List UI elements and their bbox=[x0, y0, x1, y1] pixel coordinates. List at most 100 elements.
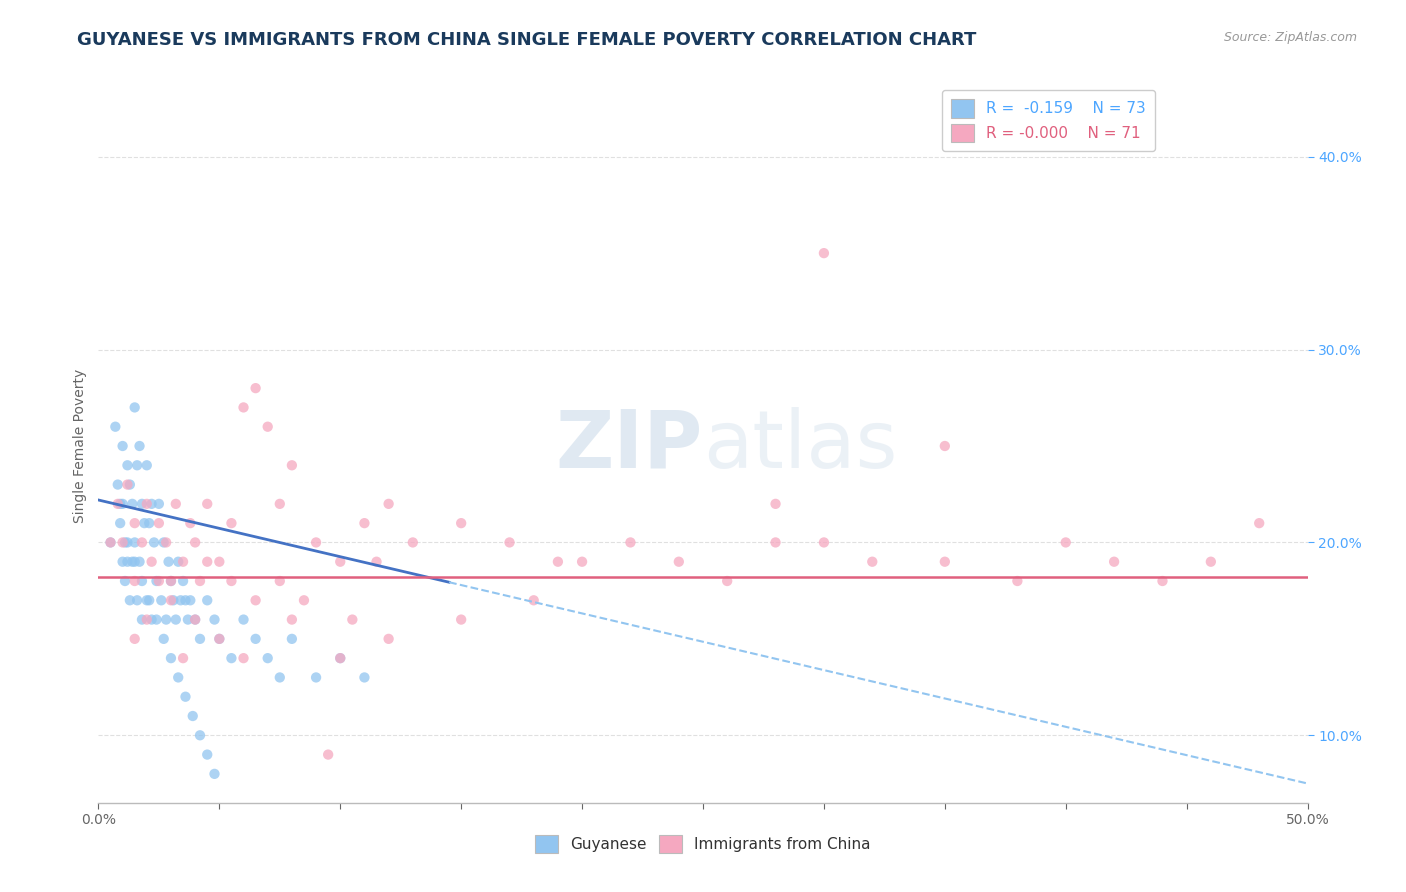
Point bbox=[523, 593, 546, 607]
Point bbox=[114, 535, 136, 549]
Point bbox=[305, 670, 328, 684]
Point bbox=[100, 535, 122, 549]
Point bbox=[141, 497, 163, 511]
Point bbox=[121, 497, 143, 511]
Point bbox=[305, 535, 328, 549]
Point bbox=[141, 613, 163, 627]
Point bbox=[716, 574, 738, 588]
Point bbox=[353, 670, 375, 684]
Text: atlas: atlas bbox=[703, 407, 897, 485]
Point bbox=[108, 516, 131, 530]
Point bbox=[131, 497, 153, 511]
Point bbox=[127, 593, 149, 607]
Point bbox=[107, 497, 129, 511]
Point bbox=[232, 613, 254, 627]
Text: ZIP: ZIP bbox=[555, 407, 703, 485]
Point bbox=[195, 593, 218, 607]
Point bbox=[402, 535, 425, 549]
Point bbox=[135, 593, 157, 607]
Point bbox=[177, 613, 200, 627]
Point bbox=[195, 497, 218, 511]
Point bbox=[377, 497, 399, 511]
Text: GUYANESE VS IMMIGRANTS FROM CHINA SINGLE FEMALE POVERTY CORRELATION CHART: GUYANESE VS IMMIGRANTS FROM CHINA SINGLE… bbox=[77, 31, 977, 49]
Point bbox=[269, 574, 291, 588]
Point bbox=[160, 574, 183, 588]
Point bbox=[131, 613, 153, 627]
Point bbox=[1054, 535, 1077, 549]
Point bbox=[114, 574, 136, 588]
Point bbox=[813, 535, 835, 549]
Point bbox=[131, 574, 153, 588]
Point bbox=[188, 728, 211, 742]
Point bbox=[179, 593, 201, 607]
Point bbox=[245, 593, 267, 607]
Point bbox=[281, 458, 304, 473]
Point bbox=[188, 574, 211, 588]
Point bbox=[124, 401, 146, 415]
Point bbox=[860, 555, 883, 569]
Point bbox=[269, 670, 291, 684]
Point bbox=[668, 555, 690, 569]
Point bbox=[100, 535, 122, 549]
Point bbox=[152, 535, 174, 549]
Point bbox=[813, 246, 835, 260]
Point bbox=[195, 555, 218, 569]
Point bbox=[118, 593, 141, 607]
Point bbox=[148, 574, 170, 588]
Point bbox=[204, 613, 226, 627]
Point bbox=[162, 593, 184, 607]
Point bbox=[104, 419, 127, 434]
Point bbox=[316, 747, 339, 762]
Point bbox=[135, 497, 157, 511]
Point bbox=[1249, 516, 1271, 530]
Point bbox=[329, 555, 352, 569]
Point bbox=[172, 555, 194, 569]
Point bbox=[934, 555, 956, 569]
Point bbox=[179, 516, 201, 530]
Point bbox=[765, 497, 787, 511]
Point bbox=[256, 419, 278, 434]
Point bbox=[188, 632, 211, 646]
Point bbox=[353, 516, 375, 530]
Point bbox=[174, 593, 197, 607]
Point bbox=[145, 574, 167, 588]
Point bbox=[124, 516, 146, 530]
Point bbox=[184, 613, 207, 627]
Point bbox=[124, 632, 146, 646]
Point bbox=[124, 574, 146, 588]
Point bbox=[160, 574, 183, 588]
Point bbox=[204, 767, 226, 781]
Point bbox=[135, 613, 157, 627]
Point bbox=[160, 593, 183, 607]
Point bbox=[245, 632, 267, 646]
Point bbox=[135, 458, 157, 473]
Point bbox=[165, 497, 187, 511]
Point bbox=[152, 632, 174, 646]
Point bbox=[281, 613, 304, 627]
Point bbox=[765, 535, 787, 549]
Point bbox=[131, 535, 153, 549]
Point bbox=[292, 593, 315, 607]
Point bbox=[208, 555, 231, 569]
Point bbox=[208, 632, 231, 646]
Point bbox=[221, 516, 243, 530]
Point bbox=[148, 497, 170, 511]
Point bbox=[155, 535, 177, 549]
Point bbox=[245, 381, 267, 395]
Point bbox=[167, 555, 190, 569]
Point bbox=[195, 747, 218, 762]
Point bbox=[108, 497, 131, 511]
Point bbox=[167, 670, 190, 684]
Point bbox=[184, 613, 207, 627]
Y-axis label: Single Female Poverty: Single Female Poverty bbox=[73, 369, 87, 523]
Point bbox=[571, 555, 593, 569]
Point bbox=[150, 593, 173, 607]
Point bbox=[547, 555, 569, 569]
Point bbox=[256, 651, 278, 665]
Point bbox=[124, 555, 146, 569]
Point bbox=[127, 458, 149, 473]
Point bbox=[281, 632, 304, 646]
Point bbox=[221, 574, 243, 588]
Point bbox=[174, 690, 197, 704]
Point bbox=[1007, 574, 1029, 588]
